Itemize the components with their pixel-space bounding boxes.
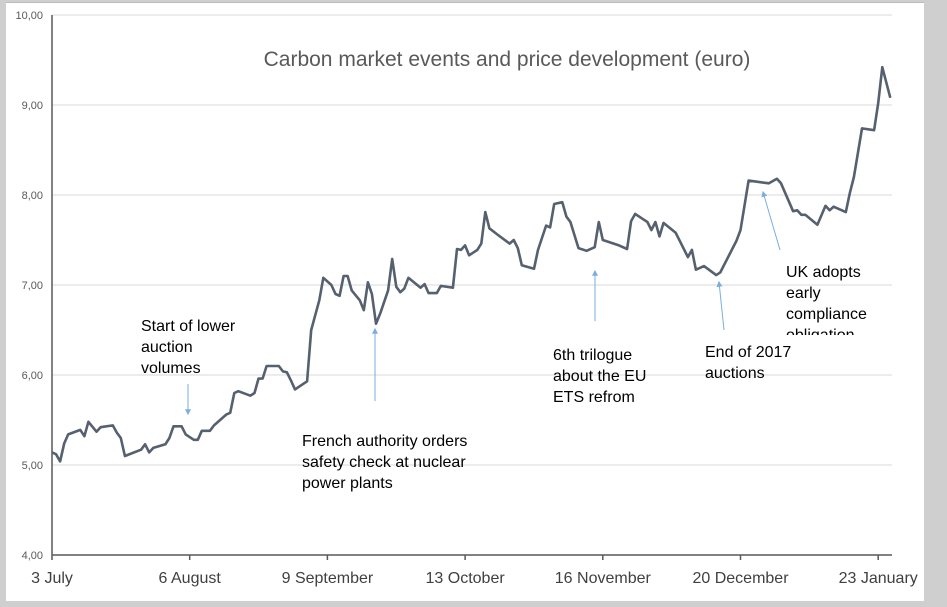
annotation-end-of-2017-auctions: End of 2017 auctions (705, 344, 792, 382)
y-tick-label: 4,00 (22, 550, 43, 562)
annotation-lower-auction-volumes: Start of lower auction volumes (141, 318, 236, 377)
x-tick-label: 6 August (159, 570, 222, 587)
x-tick-label: 20 December (692, 570, 789, 587)
x-tick-label: 9 September (282, 570, 374, 587)
price-line (51, 65, 892, 463)
annotation-arrow (761, 190, 781, 251)
y-tick-label: 7,00 (22, 280, 43, 292)
chart-title: Carbon market events and price developme… (263, 48, 751, 71)
x-tick-label: 16 November (555, 570, 652, 587)
annotation-arrow (716, 280, 725, 331)
y-tick-label: 5,00 (22, 460, 43, 472)
x-tick-label: 23 January (839, 570, 918, 587)
y-tick-label: 10,00 (15, 10, 43, 22)
annotation-6th-trilogue: 6th trilogue about the EU ETS refrom (553, 347, 647, 406)
annotation-uk-early-compliance: UK adopts early compliance obligation (786, 264, 867, 335)
x-tick-label: 3 July (31, 570, 73, 587)
y-tick-label: 8,00 (22, 190, 43, 202)
x-tick-label: 13 October (426, 570, 506, 587)
y-tick-label: 9,00 (22, 100, 43, 112)
y-tick-label: 6,00 (22, 370, 43, 382)
annotation-french-authority: French authority orders safety check at … (302, 433, 468, 492)
chart-frame (6, 2, 924, 601)
